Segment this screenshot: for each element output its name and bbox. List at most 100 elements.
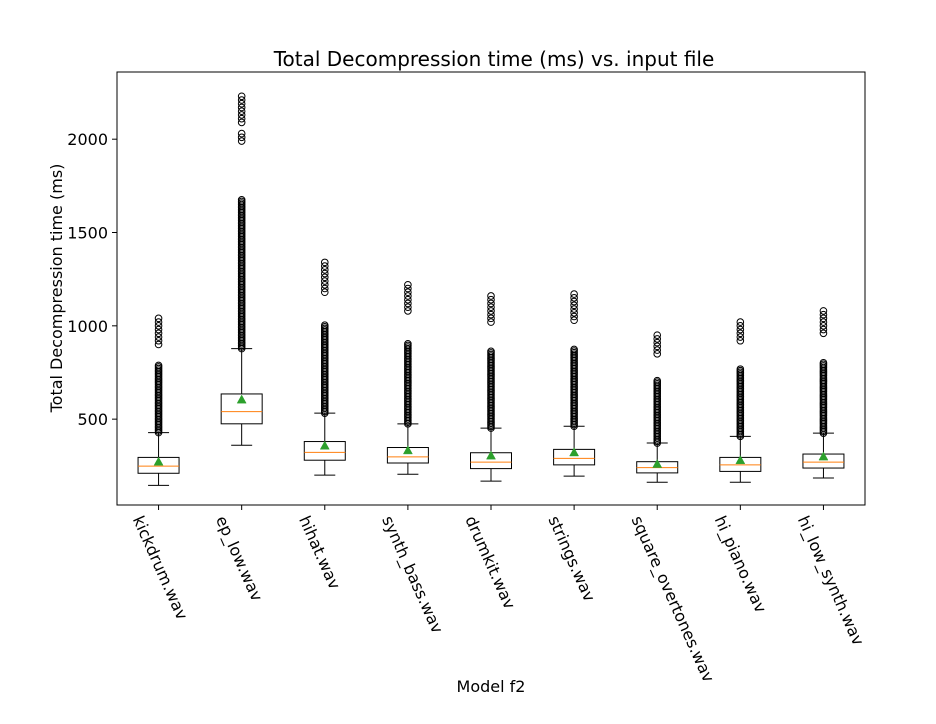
plot-area: 500 1000 1500 2000 kickdrum.wav ep_low.wav hih… <box>67 92 868 686</box>
mean-marker <box>153 456 164 466</box>
outlier-point <box>320 273 329 282</box>
outlier-point <box>154 329 163 338</box>
outlier-point <box>154 318 163 326</box>
outlier-point <box>487 307 495 315</box>
outlier-point <box>237 195 246 204</box>
outlier-point <box>570 301 578 310</box>
outlier-point <box>653 350 662 358</box>
outlier-point <box>487 292 495 300</box>
x-tick-label: drumkit.wav <box>461 513 519 612</box>
y-tick-label: 1000 <box>67 317 108 336</box>
outlier-point <box>487 299 495 308</box>
mean-marker <box>236 394 247 404</box>
mean-marker <box>402 445 413 455</box>
outlier-point <box>404 299 412 308</box>
iqr-box <box>220 393 263 425</box>
outlier-point <box>487 347 495 356</box>
outlier-point <box>404 280 412 289</box>
outlier-point <box>570 305 578 313</box>
outlier-point <box>237 137 246 145</box>
outlier-point <box>570 290 578 298</box>
x-axis-label: Model f2 <box>457 677 526 696</box>
outlier-point <box>653 342 662 351</box>
outlier-point <box>570 345 578 354</box>
outlier-point <box>570 294 578 302</box>
y-tick-label: 1500 <box>67 224 108 243</box>
y-axis-label: Total Decompression time (ms) <box>47 164 66 414</box>
outlier-point <box>570 308 578 317</box>
outlier-point <box>320 269 329 278</box>
x-tick-label: square_overtones.wav <box>627 513 718 686</box>
mean-marker <box>486 450 496 460</box>
outlier-point <box>154 314 163 323</box>
outlier-point <box>487 303 495 311</box>
outlier-point <box>819 318 828 326</box>
outlier-point <box>653 335 662 343</box>
mean-marker <box>569 447 580 457</box>
outlier-point <box>237 118 246 127</box>
chart-title: Total Decompression time (ms) vs. input … <box>273 47 715 71</box>
outlier-point <box>320 258 329 267</box>
outlier-point <box>653 346 662 354</box>
x-tick-label: hi_piano.wav <box>710 513 771 616</box>
outlier-point <box>154 322 163 330</box>
outlier-point <box>819 322 828 330</box>
outlier-point <box>736 325 745 334</box>
outlier-point <box>237 103 246 112</box>
x-tick-label: ep_low.wav <box>211 513 266 605</box>
y-tick-label: 500 <box>77 410 108 429</box>
outlier-point <box>404 303 412 311</box>
outlier-point <box>320 266 329 274</box>
outlier-point <box>736 329 745 338</box>
outlier-point <box>487 318 495 326</box>
outlier-point <box>154 336 163 345</box>
y-tick-label: 2000 <box>67 130 108 149</box>
outlier-point <box>736 365 745 373</box>
outlier-point <box>487 310 495 319</box>
outlier-point <box>736 322 745 330</box>
outlier-point <box>736 318 745 326</box>
outlier-point <box>570 316 578 325</box>
x-tick-label: strings.wav <box>544 513 599 605</box>
outlier-point <box>237 107 246 115</box>
outlier-point <box>570 312 578 321</box>
outlier-point <box>154 333 163 341</box>
outlier-point <box>320 262 329 270</box>
outlier-point <box>237 99 246 108</box>
outlier-point <box>320 277 329 285</box>
outlier-point <box>570 297 578 306</box>
outlier-point <box>237 129 246 138</box>
x-tick-label: synth_bass.wav <box>377 513 447 637</box>
x-tick-label: hihat.wav <box>295 513 344 592</box>
outlier-point <box>154 361 163 370</box>
outlier-point <box>819 329 828 338</box>
outlier-point <box>487 314 495 323</box>
outlier-point <box>237 96 246 104</box>
axes-frame <box>116 71 866 506</box>
outlier-point <box>487 295 495 304</box>
outlier-point <box>653 376 662 385</box>
outlier-point <box>237 92 246 101</box>
outlier-point <box>653 338 662 347</box>
outlier-point <box>404 292 412 300</box>
outlier-point <box>819 325 828 334</box>
x-tick-label: kickdrum.wav <box>129 513 192 623</box>
mean-marker <box>735 455 746 465</box>
outlier-point <box>320 288 329 297</box>
outlier-point <box>237 133 246 142</box>
outlier-point <box>404 288 412 297</box>
outlier-point <box>404 295 412 304</box>
outlier-point <box>653 331 662 339</box>
outlier-point <box>404 284 412 293</box>
outlier-point <box>819 310 828 319</box>
outlier-point <box>237 114 246 123</box>
outlier-point <box>404 340 412 348</box>
mean-marker <box>652 458 663 468</box>
outlier-point <box>154 340 163 349</box>
outlier-point <box>320 284 329 293</box>
outlier-point <box>320 280 329 289</box>
outlier-point <box>154 325 163 334</box>
outlier-point <box>320 321 329 329</box>
